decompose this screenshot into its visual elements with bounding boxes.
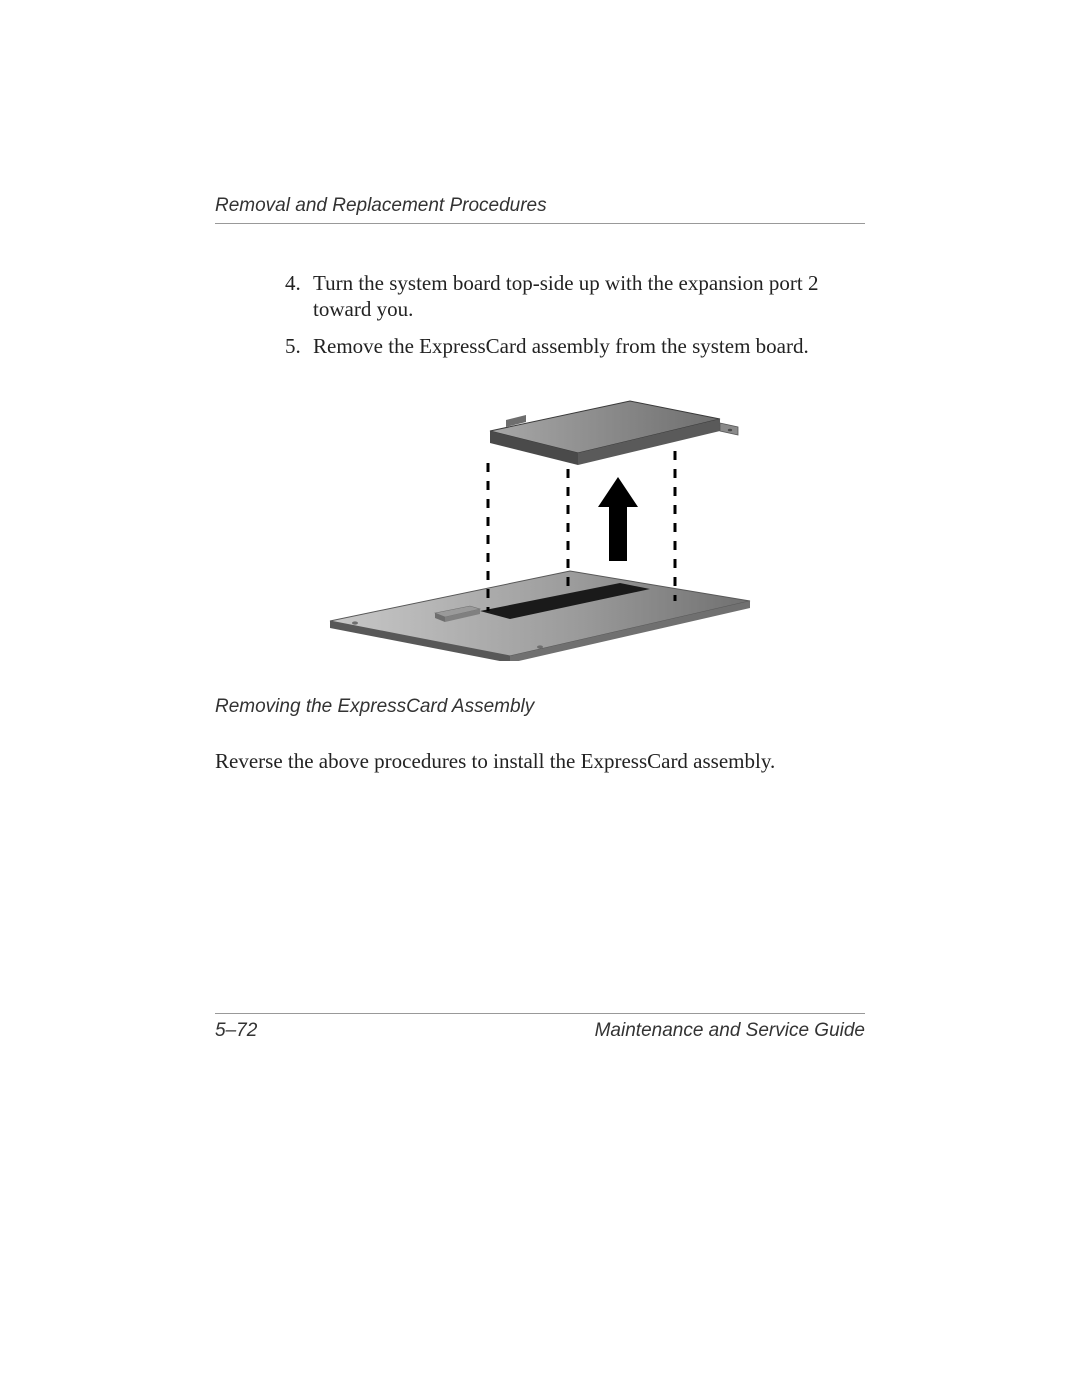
figure-container	[215, 391, 865, 666]
step-item: 4. Turn the system board top-side up wit…	[285, 270, 865, 323]
step-number: 4.	[285, 270, 301, 296]
page-number: 5–72	[215, 1020, 257, 1042]
up-arrow-icon	[598, 477, 638, 561]
figure-caption: Removing the ExpressCard Assembly	[215, 696, 865, 718]
step-number: 5.	[285, 333, 301, 359]
section-header: Removal and Replacement Procedures	[215, 195, 865, 224]
doc-title: Maintenance and Service Guide	[595, 1020, 865, 1042]
system-board	[330, 571, 750, 661]
post-instruction-text: Reverse the above procedures to install …	[215, 748, 865, 774]
step-item: 5. Remove the ExpressCard assembly from …	[285, 333, 865, 359]
step-text: Remove the ExpressCard assembly from the…	[313, 334, 809, 358]
document-page: Removal and Replacement Procedures 4. Tu…	[0, 0, 1080, 1397]
procedure-steps: 4. Turn the system board top-side up wit…	[285, 270, 865, 359]
step-text: Turn the system board top-side up with t…	[313, 271, 819, 321]
expresscard-removal-figure	[320, 391, 760, 666]
page-footer: 5–72 Maintenance and Service Guide	[215, 1013, 865, 1042]
expresscard-assembly	[490, 401, 738, 465]
diagram-svg	[320, 391, 760, 661]
